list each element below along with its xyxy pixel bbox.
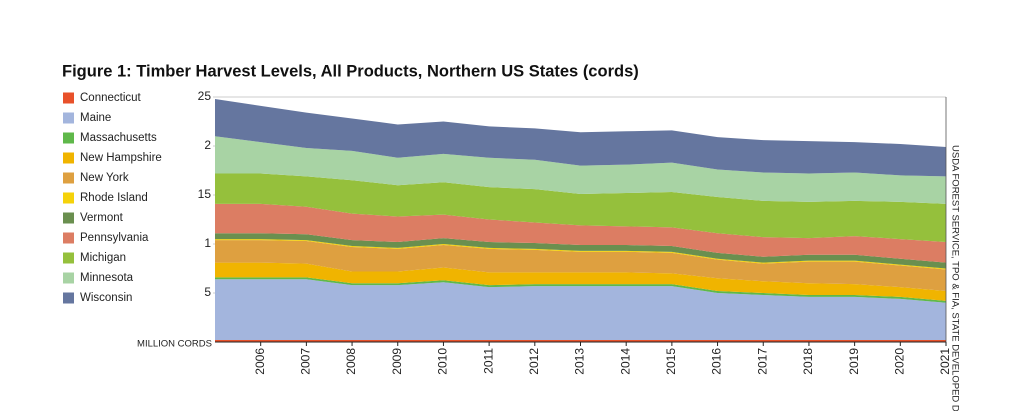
area <box>215 279 946 341</box>
legend-swatch <box>63 152 74 164</box>
x-tick-label: 2007 <box>299 348 313 375</box>
x-tick-label: 2008 <box>344 348 358 375</box>
legend-swatch <box>63 172 74 184</box>
y-tick-label: 25 <box>198 89 212 103</box>
legend-label: Pennsylvania <box>80 232 149 244</box>
x-tick-label: 2019 <box>847 348 861 375</box>
x-tick-label: 2011 <box>481 348 495 374</box>
y-tick-label: 1 <box>204 236 211 250</box>
y-tick-label: 15 <box>198 187 212 201</box>
x-tick-label: 2016 <box>710 348 724 375</box>
legend-label: New Hampshire <box>80 152 162 164</box>
legend-swatch <box>63 212 74 224</box>
legend-swatch <box>63 92 74 104</box>
legend-label: Massachusetts <box>80 132 157 144</box>
legend-swatch <box>63 192 74 204</box>
y-tick-label: 2 <box>204 138 211 152</box>
area <box>215 262 946 301</box>
x-tick-label: 2015 <box>664 348 678 375</box>
area <box>215 173 946 243</box>
area <box>215 240 946 292</box>
y-tick-label: 5 <box>204 285 211 299</box>
chart-title: Figure 1: Timber Harvest Levels, All Pro… <box>62 62 639 80</box>
x-tick-label: 2017 <box>755 348 769 375</box>
x-tick-label: 2006 <box>253 348 267 375</box>
legend-swatch <box>63 292 74 304</box>
legend-label: Wisconsin <box>80 292 132 304</box>
legend-label: Vermont <box>80 212 124 224</box>
x-tick-label: 2021 <box>938 348 952 375</box>
source-note: USDA FOREST SERVICE, TPO & FIA, STATE DE… <box>949 145 960 411</box>
x-tick-label: 2010 <box>436 348 450 375</box>
area <box>215 98 946 177</box>
legend-label: Minnesota <box>80 272 134 284</box>
x-tick-label: 2018 <box>801 348 815 375</box>
legend-label: New York <box>80 172 129 184</box>
y-axis-label: MILLION CORDS <box>137 339 212 350</box>
x-tick-label: 2020 <box>892 348 906 375</box>
x-tick-label: 2012 <box>527 348 541 375</box>
legend-label: Maine <box>80 112 111 124</box>
legend-label: Rhode Island <box>80 192 148 204</box>
legend-swatch <box>63 132 74 144</box>
area <box>215 233 946 269</box>
legend-swatch <box>63 272 74 284</box>
legend-label: Connecticut <box>80 92 142 104</box>
legend-swatch <box>63 112 74 124</box>
area <box>215 277 946 303</box>
legend-label: Michigan <box>80 252 126 264</box>
area <box>215 136 946 204</box>
legend-swatch <box>63 232 74 244</box>
x-tick-label: 2014 <box>618 348 632 375</box>
x-tick-label: 2013 <box>573 348 587 375</box>
x-tick-label: 2009 <box>390 348 404 375</box>
legend-swatch <box>63 252 74 264</box>
area <box>215 203 946 263</box>
